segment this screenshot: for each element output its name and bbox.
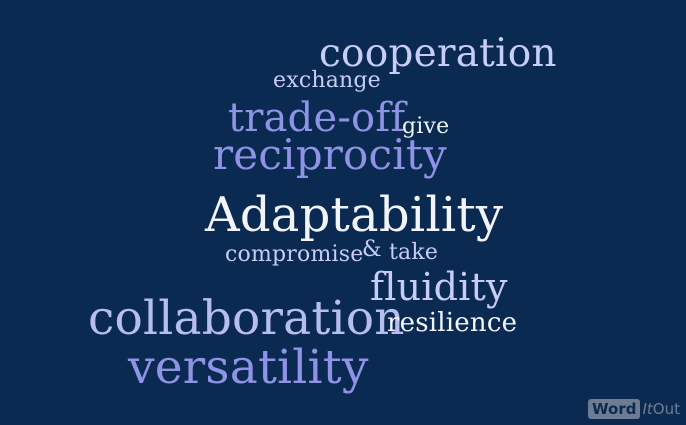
word-reciprocity: reciprocity (213, 130, 447, 179)
word-compromise: compromise (225, 242, 364, 267)
word-collaboration: collaboration (88, 291, 405, 346)
word-ampersand: & (362, 237, 382, 262)
logo-out: Out (652, 400, 680, 418)
word-versatility: versatility (128, 340, 369, 395)
word-give: give (402, 114, 450, 139)
wordltout-logo: Word It Out (588, 399, 680, 419)
word-fluidity: fluidity (370, 265, 508, 309)
logo-it: It (642, 400, 653, 418)
word-trade-off: trade-off (228, 95, 406, 141)
word-adaptability: Adaptability (205, 187, 504, 243)
word-take: take (389, 240, 439, 265)
word-resilience: resilience (387, 308, 518, 338)
word-exchange: exchange (273, 68, 381, 93)
logo-word: Word (588, 399, 641, 419)
word-cooperation: cooperation (319, 31, 557, 76)
